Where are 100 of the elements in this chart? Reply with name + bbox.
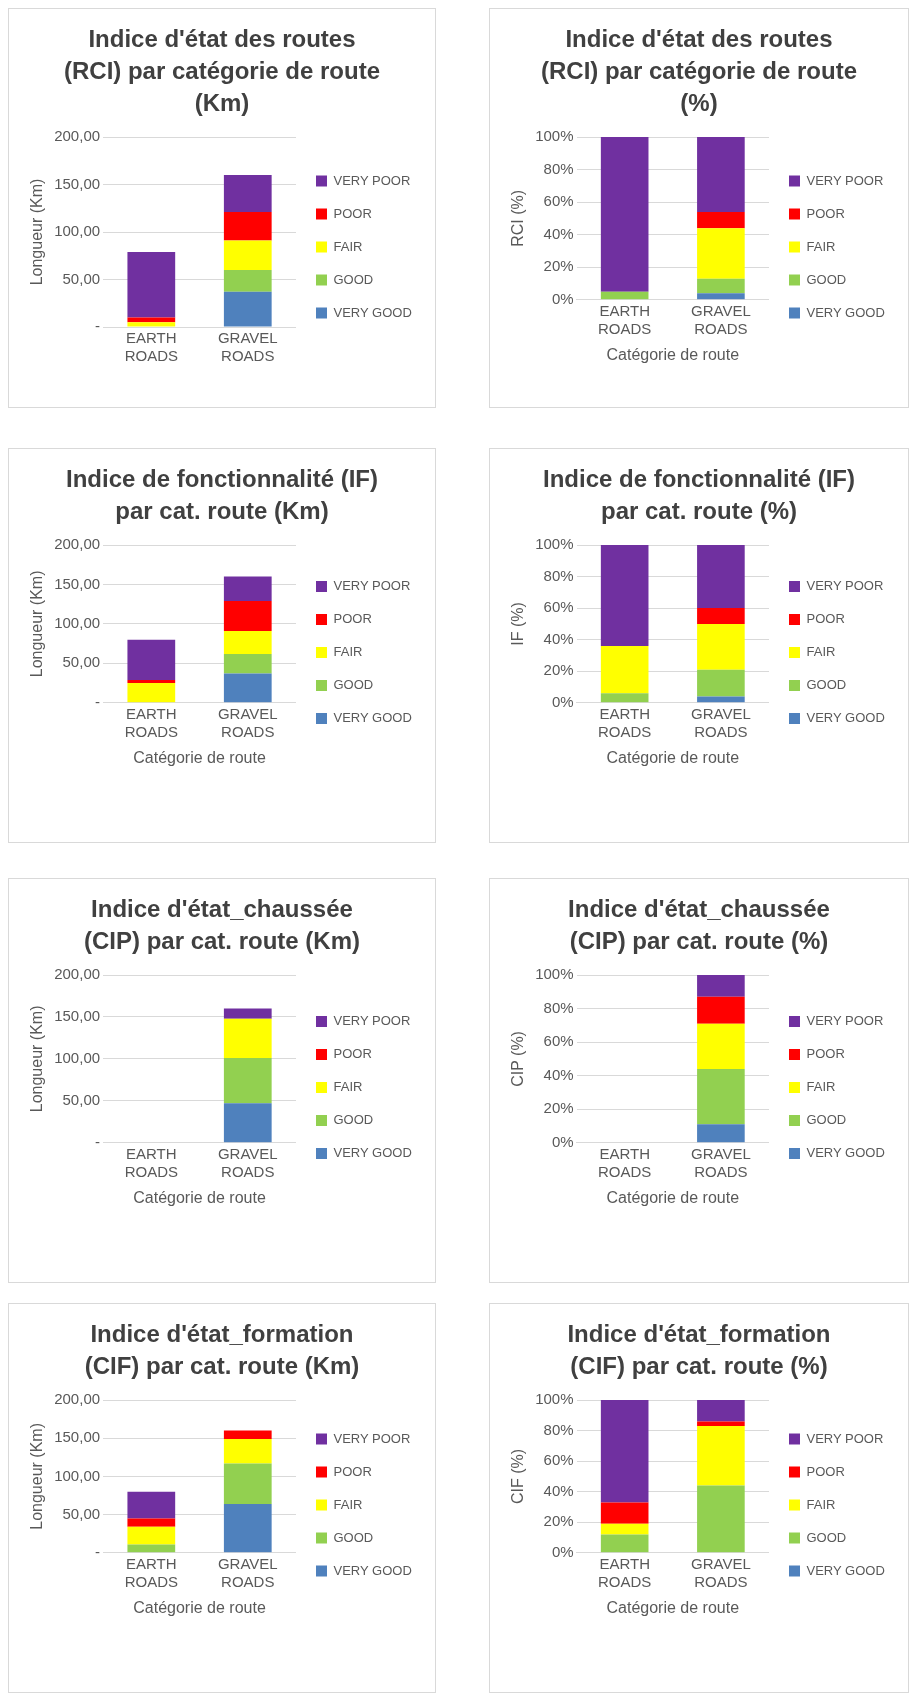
- bar: [127, 1544, 176, 1553]
- legend-label: POOR: [806, 205, 845, 221]
- bar: [223, 673, 272, 703]
- y-tick-label: 150,00: [54, 174, 101, 192]
- bar: [697, 608, 745, 624]
- bar: [223, 653, 272, 674]
- x-axis-title: Catégorie de route: [606, 345, 740, 363]
- y-tick-label: 100%: [535, 127, 574, 145]
- bar: [697, 1485, 745, 1553]
- y-axis-title: CIF (%): [509, 1448, 527, 1504]
- legend-label: FAIR: [806, 1079, 836, 1095]
- legend-label: GOOD: [333, 1529, 374, 1545]
- bar: [697, 696, 745, 703]
- bar: [223, 631, 272, 654]
- y-tick-label: 200,00: [54, 1390, 101, 1408]
- y-tick-label: 150,00: [54, 574, 101, 592]
- bar: [600, 291, 649, 300]
- bar: [600, 137, 649, 292]
- legend-label: VERY GOOD: [806, 304, 885, 320]
- y-tick-label: 100,00: [54, 614, 101, 632]
- bar: [127, 679, 176, 684]
- legend-label: GOOD: [806, 1529, 847, 1545]
- legend-label: GOOD: [806, 271, 847, 287]
- legend-label: FAIR: [806, 1496, 836, 1512]
- bar: [223, 601, 272, 631]
- y-tick-label: 150,00: [54, 1007, 101, 1025]
- x-axis-title: Catégorie de route: [606, 1188, 740, 1206]
- bar: [600, 1534, 649, 1553]
- y-tick-label: 40%: [543, 1481, 574, 1499]
- y-tick-label: 200,00: [54, 127, 101, 145]
- y-tick-label: 60%: [543, 192, 574, 210]
- y-axis-title: IF (%): [509, 602, 527, 646]
- bar: [697, 1400, 745, 1422]
- legend-label: VERY POOR: [806, 578, 884, 594]
- x-axis-title: Catégorie de route: [133, 748, 266, 766]
- x-axis-title: Catégorie de route: [133, 1598, 266, 1616]
- y-tick-label: 0%: [551, 289, 574, 307]
- legend-label: VERY GOOD: [333, 304, 412, 320]
- x-tick-label: EARTH ROADS: [124, 1144, 178, 1180]
- y-tick-label: 0%: [551, 692, 574, 710]
- chart-title: Indice d'état_formation (CIF) par cat. route (Km): [83, 1319, 361, 1381]
- y-tick-label: 50,00: [62, 653, 101, 671]
- y-tick-label: -: [95, 1132, 101, 1150]
- y-tick-label: 50,00: [62, 1090, 101, 1108]
- legend-label: FAIR: [806, 238, 836, 254]
- bar: [600, 1400, 649, 1503]
- x-tick-label: GRAVEL ROADS: [217, 329, 278, 365]
- bar: [127, 683, 176, 703]
- bar: [127, 1518, 176, 1527]
- legend-label: VERY POOR: [333, 172, 411, 188]
- y-tick-label: 40%: [543, 1065, 574, 1083]
- y-tick-label: 100%: [535, 965, 574, 983]
- legend-label: GOOD: [333, 677, 374, 693]
- legend-label: POOR: [806, 611, 845, 627]
- chart-title: Indice de fonctionnalité (IF) par cat. route (Km): [65, 464, 379, 526]
- bar: [600, 645, 649, 694]
- y-axis-title: Longueur (Km): [28, 1005, 46, 1113]
- bar: [697, 623, 745, 670]
- chart-title: Indice d'état_formation (CIF) par cat. route (%): [566, 1319, 832, 1381]
- legend-label: GOOD: [333, 271, 374, 287]
- bar: [600, 545, 649, 646]
- bar: [697, 137, 745, 212]
- y-tick-label: 60%: [543, 1451, 574, 1469]
- bar: [127, 322, 176, 327]
- chart-title: Indice d'état_chaussée (CIP) par cat. route (%): [567, 894, 831, 956]
- chart-title: Indice d'état des routes (RCI) par catégorie de route (Km): [62, 24, 382, 118]
- legend-label: POOR: [333, 1046, 372, 1062]
- y-tick-label: 20%: [543, 257, 574, 275]
- y-tick-label: 100%: [535, 535, 574, 553]
- y-axis-title: CIP (%): [509, 1031, 527, 1087]
- legend-label: POOR: [806, 1046, 845, 1062]
- legend-label: VERY POOR: [333, 578, 411, 594]
- y-tick-label: 80%: [543, 566, 574, 584]
- legend-label: VERY POOR: [806, 1430, 884, 1446]
- x-axis-title: Catégorie de route: [606, 1598, 740, 1616]
- bar: [127, 1526, 176, 1545]
- x-axis-title: Catégorie de route: [606, 748, 740, 766]
- y-tick-label: 100%: [535, 1390, 574, 1408]
- y-tick-label: 20%: [543, 1099, 574, 1117]
- legend-label: VERY POOR: [333, 1013, 411, 1029]
- y-tick-label: 20%: [543, 1512, 574, 1530]
- bar: [697, 545, 745, 609]
- legend-label: VERY GOOD: [333, 1145, 412, 1161]
- bar: [600, 1502, 649, 1524]
- legend-label: VERY GOOD: [333, 710, 412, 726]
- bar: [697, 1425, 745, 1486]
- legend-label: FAIR: [333, 1496, 363, 1512]
- x-tick-label: GRAVEL ROADS: [691, 704, 751, 740]
- x-tick-label: GRAVEL ROADS: [217, 704, 278, 740]
- y-tick-label: 40%: [543, 629, 574, 647]
- x-tick-label: EARTH ROADS: [124, 704, 178, 740]
- y-tick-label: 200,00: [54, 965, 101, 983]
- chart-title: Indice de fonctionnalité (IF) par cat. route (%): [542, 464, 856, 526]
- legend-label: GOOD: [806, 1112, 847, 1128]
- y-tick-label: 80%: [543, 998, 574, 1016]
- legend-label: FAIR: [333, 238, 363, 254]
- bar: [697, 293, 745, 300]
- legend-label: FAIR: [333, 1079, 363, 1095]
- y-tick-label: 60%: [543, 598, 574, 616]
- bar: [697, 211, 745, 229]
